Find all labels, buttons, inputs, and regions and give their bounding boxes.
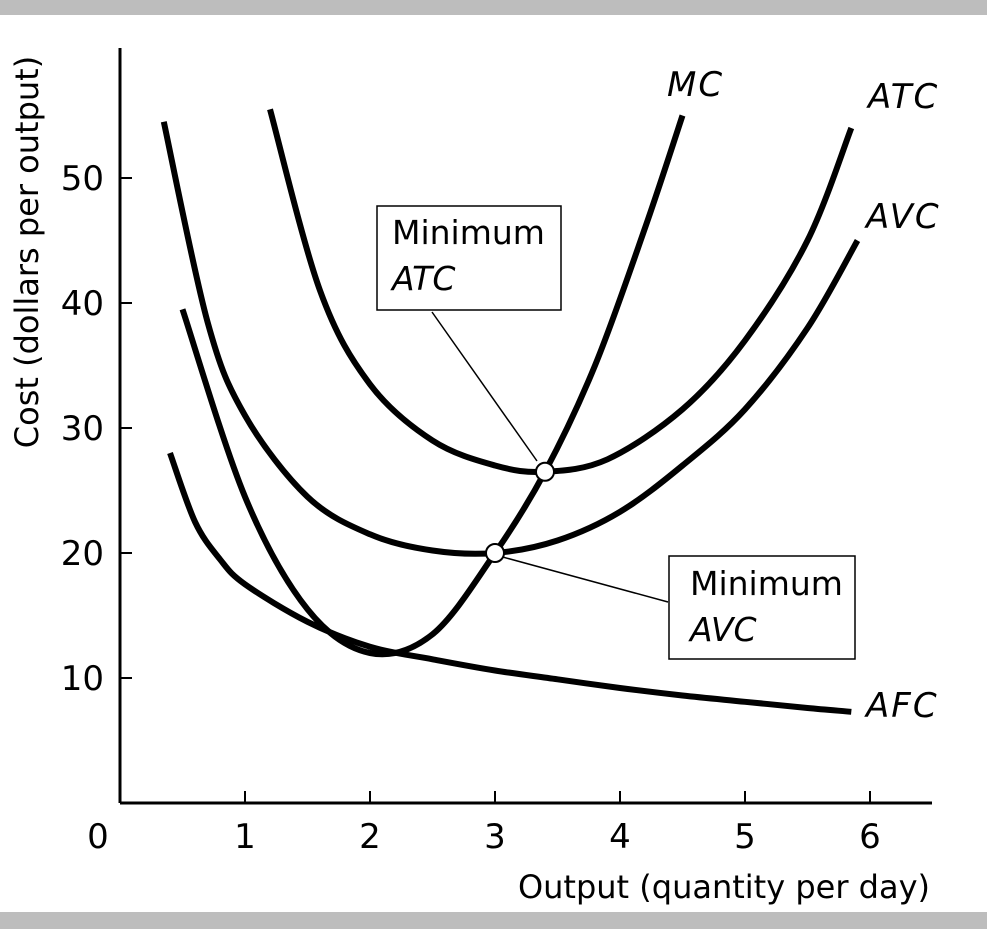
minimum-atc-callout: Minimum ATC xyxy=(376,205,562,311)
minimum-avc-callout: Minimum AVC xyxy=(668,555,856,660)
x-tick-label-5: 5 xyxy=(734,817,756,857)
axes xyxy=(118,48,932,805)
y-tick-label-20: 20 xyxy=(61,534,104,574)
x-tick-label-4: 4 xyxy=(609,817,631,857)
x-axis-title: Output (quantity per day) xyxy=(518,868,930,906)
x-tick-label-2: 2 xyxy=(359,817,381,857)
minimum-atc-label-line1: Minimum xyxy=(392,213,545,252)
x-tick-label-6: 6 xyxy=(859,817,881,857)
x-ticks: 1 2 3 4 5 6 xyxy=(234,791,881,857)
minimum-avc-label-line2: AVC xyxy=(688,610,757,649)
minimum-atc-point xyxy=(535,461,555,482)
minimum-points xyxy=(485,461,555,563)
avc-label: AVC xyxy=(864,197,941,237)
x-tick-label-3: 3 xyxy=(484,817,506,857)
y-tick-label-50: 50 xyxy=(61,159,104,199)
y-tick-label-30: 30 xyxy=(61,409,104,449)
minimum-atc-label-line2: ATC xyxy=(390,259,455,298)
y-axis-title: Cost (dollars per output) xyxy=(8,56,46,448)
atc-label: ATC xyxy=(866,77,939,117)
minimum-avc-point xyxy=(485,543,505,563)
afc-label: AFC xyxy=(864,686,939,726)
avc-curve xyxy=(160,121,861,557)
mc-curve xyxy=(179,114,686,658)
top-border-bar xyxy=(0,0,987,15)
x-tick-label-1: 1 xyxy=(234,817,256,857)
y-ticks: 10 20 30 40 50 xyxy=(61,159,132,699)
afc-curve xyxy=(167,451,852,715)
minimum-avc-label-line1: Minimum xyxy=(690,564,843,603)
minimum-avc-box xyxy=(668,555,856,660)
min-avc-leader-line xyxy=(498,555,669,603)
y-tick-label-40: 40 xyxy=(61,284,104,324)
leader-lines xyxy=(431,311,669,603)
y-tick-label-10: 10 xyxy=(61,659,104,699)
origin-label: 0 xyxy=(87,817,109,857)
bottom-border-bar xyxy=(0,912,987,929)
minimum-atc-box xyxy=(376,205,562,311)
mc-label: MC xyxy=(667,65,724,105)
min-atc-leader-line xyxy=(431,311,538,462)
